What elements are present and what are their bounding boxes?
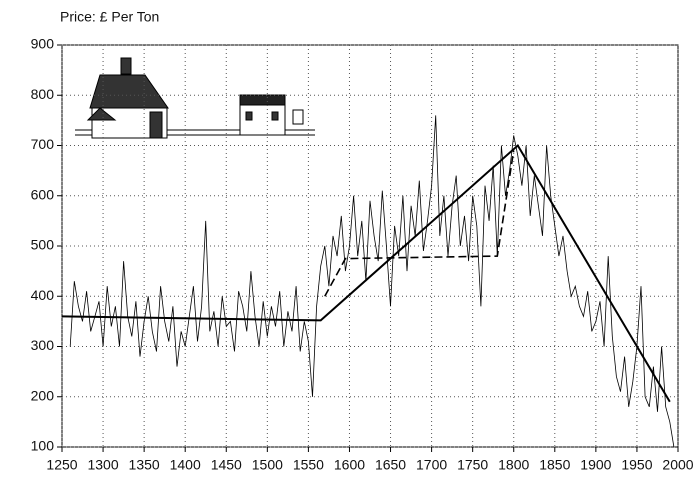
x-tick-label: 1500 xyxy=(252,457,283,473)
x-tick-label: 1550 xyxy=(293,457,324,473)
series-line xyxy=(70,115,674,447)
chart: Price: £ Per Ton 100 200 300 400 500 600 700 80… xyxy=(0,0,696,481)
y-tick-label: 900 xyxy=(31,36,55,52)
x-tick-label: 1950 xyxy=(621,457,652,473)
y-tick-label: 500 xyxy=(31,237,55,253)
y-tick-label: 600 xyxy=(31,186,55,202)
x-tick-label: 1600 xyxy=(334,457,365,473)
series-line xyxy=(325,151,514,297)
y-tick-label: 100 xyxy=(31,438,55,454)
x-tick-label: 1700 xyxy=(416,457,447,473)
x-tick-label: 1750 xyxy=(457,457,488,473)
chart-title: Price: £ Per Ton xyxy=(60,9,159,25)
x-tick-label: 2000 xyxy=(662,457,693,473)
farm-illustration xyxy=(75,58,315,138)
x-tick-label: 1800 xyxy=(498,457,529,473)
x-tick-label: 1650 xyxy=(375,457,406,473)
y-tick-label: 800 xyxy=(31,86,55,102)
x-tick-label: 1450 xyxy=(211,457,242,473)
y-tick-label: 200 xyxy=(31,387,55,403)
y-tick-label: 700 xyxy=(31,136,55,152)
x-tick-label: 1350 xyxy=(129,457,160,473)
x-tick-label: 1250 xyxy=(46,457,77,473)
x-tick-label: 1300 xyxy=(87,457,118,473)
x-tick-label: 1400 xyxy=(170,457,201,473)
y-tick-label: 400 xyxy=(31,287,55,303)
x-tick-label: 1850 xyxy=(539,457,570,473)
y-tick-label: 300 xyxy=(31,337,55,353)
x-tick-label: 1900 xyxy=(580,457,611,473)
